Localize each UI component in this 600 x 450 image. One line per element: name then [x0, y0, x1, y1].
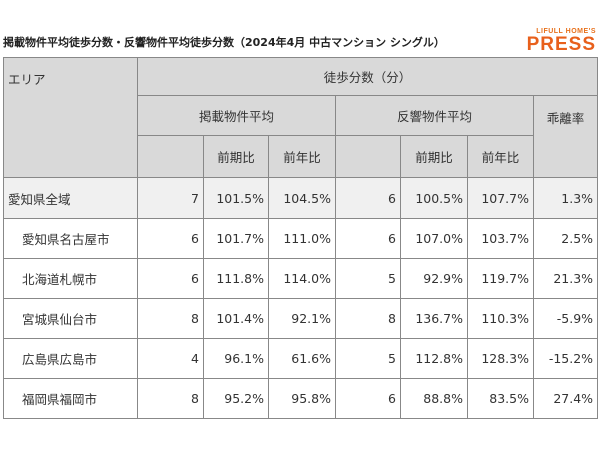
header-cell [137, 135, 204, 178]
value-cell: 107.0% [400, 218, 468, 259]
area-cell: 宮城県仙台市 [3, 298, 138, 339]
header-cell: 反響物件平均 [335, 95, 534, 136]
logo-main: PRESS [526, 34, 596, 55]
value-cell: 110.3% [467, 298, 534, 339]
table-row: 北海道札幌市 6 111.8% 114.0% 5 92.9% 119.7% 21.3% [3, 258, 599, 299]
value-cell: 128.3% [467, 338, 534, 379]
area-cell: 愛知県全域 [3, 177, 138, 219]
value-cell: 8 [335, 298, 401, 339]
header-cell: 前年比 [268, 135, 336, 178]
value-cell: 6 [137, 258, 204, 299]
value-cell: 5 [335, 258, 401, 299]
value-cell: 88.8% [400, 378, 468, 419]
header-cell: エリア [3, 57, 138, 178]
logo-top: LIFULL HOME'S [536, 28, 596, 35]
value-cell: 83.5% [467, 378, 534, 419]
value-cell: 8 [137, 298, 204, 339]
value-cell: 7 [137, 177, 204, 219]
table-row: 福岡県福岡市 8 95.2% 95.8% 6 88.8% 83.5% 27.4% [3, 378, 599, 419]
value-cell: 6 [335, 378, 401, 419]
value-cell: 61.6% [268, 338, 336, 379]
header-cell: 徒歩分数（分） [136, 57, 599, 96]
table-row: 宮城県仙台市 8 101.4% 92.1% 8 136.7% 110.3% -5.9% [3, 298, 599, 339]
header-cell: 前期比 [203, 135, 269, 178]
area-cell: 福岡県福岡市 [3, 378, 138, 419]
area-cell: 広島県広島市 [3, 338, 138, 379]
area-cell: 北海道札幌市 [3, 258, 138, 299]
value-cell: 101.5% [203, 177, 269, 219]
area-cell: 愛知県名古屋市 [3, 218, 138, 259]
value-cell: 100.5% [400, 177, 468, 219]
value-cell: 4 [137, 338, 204, 379]
value-cell: 114.0% [268, 258, 336, 299]
value-cell: 112.8% [400, 338, 468, 379]
value-cell: 1.3% [532, 177, 599, 219]
header-cell: 前年比 [467, 135, 534, 178]
value-cell: 111.0% [268, 218, 336, 259]
value-cell: 27.4% [532, 378, 599, 419]
value-cell: 95.2% [203, 378, 269, 419]
value-cell: 95.8% [268, 378, 336, 419]
value-cell: 92.1% [268, 298, 336, 339]
table-row: 広島県広島市 4 96.1% 61.6% 5 112.8% 128.3% -15.2% [3, 338, 599, 379]
value-cell: 107.7% [467, 177, 534, 219]
value-cell: 136.7% [400, 298, 468, 339]
value-cell: 5 [335, 338, 401, 379]
value-cell: -5.9% [532, 298, 599, 339]
value-cell: 2.5% [532, 218, 599, 259]
table: エリア 徒歩分数（分） 掲載物件平均 反響物件平均 乖離率 前期比 前年比 前期… [3, 57, 599, 419]
value-cell: 111.8% [203, 258, 269, 299]
value-cell: 104.5% [268, 177, 336, 219]
value-cell: 8 [137, 378, 204, 419]
table-row: 愛知県全域 7 101.5% 104.5% 6 100.5% 107.7% 1.3% [3, 177, 599, 219]
value-cell: 101.7% [203, 218, 269, 259]
value-cell: 6 [137, 218, 204, 259]
value-cell: -15.2% [532, 338, 599, 379]
value-cell: 21.3% [532, 258, 599, 299]
title: 掲載物件平均徒歩分数・反響物件平均徒歩分数（2024年4月 中古マンション シン… [3, 36, 445, 49]
value-cell: 101.4% [203, 298, 269, 339]
value-cell: 92.9% [400, 258, 468, 299]
value-cell: 119.7% [467, 258, 534, 299]
header-cell: 掲載物件平均 [137, 95, 336, 136]
value-cell: 96.1% [203, 338, 269, 379]
header-cell: 前期比 [400, 135, 468, 178]
header-cell: 乖離率 [532, 95, 599, 178]
table-row: 愛知県名古屋市 6 101.7% 111.0% 6 107.0% 103.7% 2.5% [3, 218, 599, 259]
header-cell [335, 135, 401, 178]
value-cell: 6 [335, 177, 401, 219]
value-cell: 6 [335, 218, 401, 259]
value-cell: 103.7% [467, 218, 534, 259]
